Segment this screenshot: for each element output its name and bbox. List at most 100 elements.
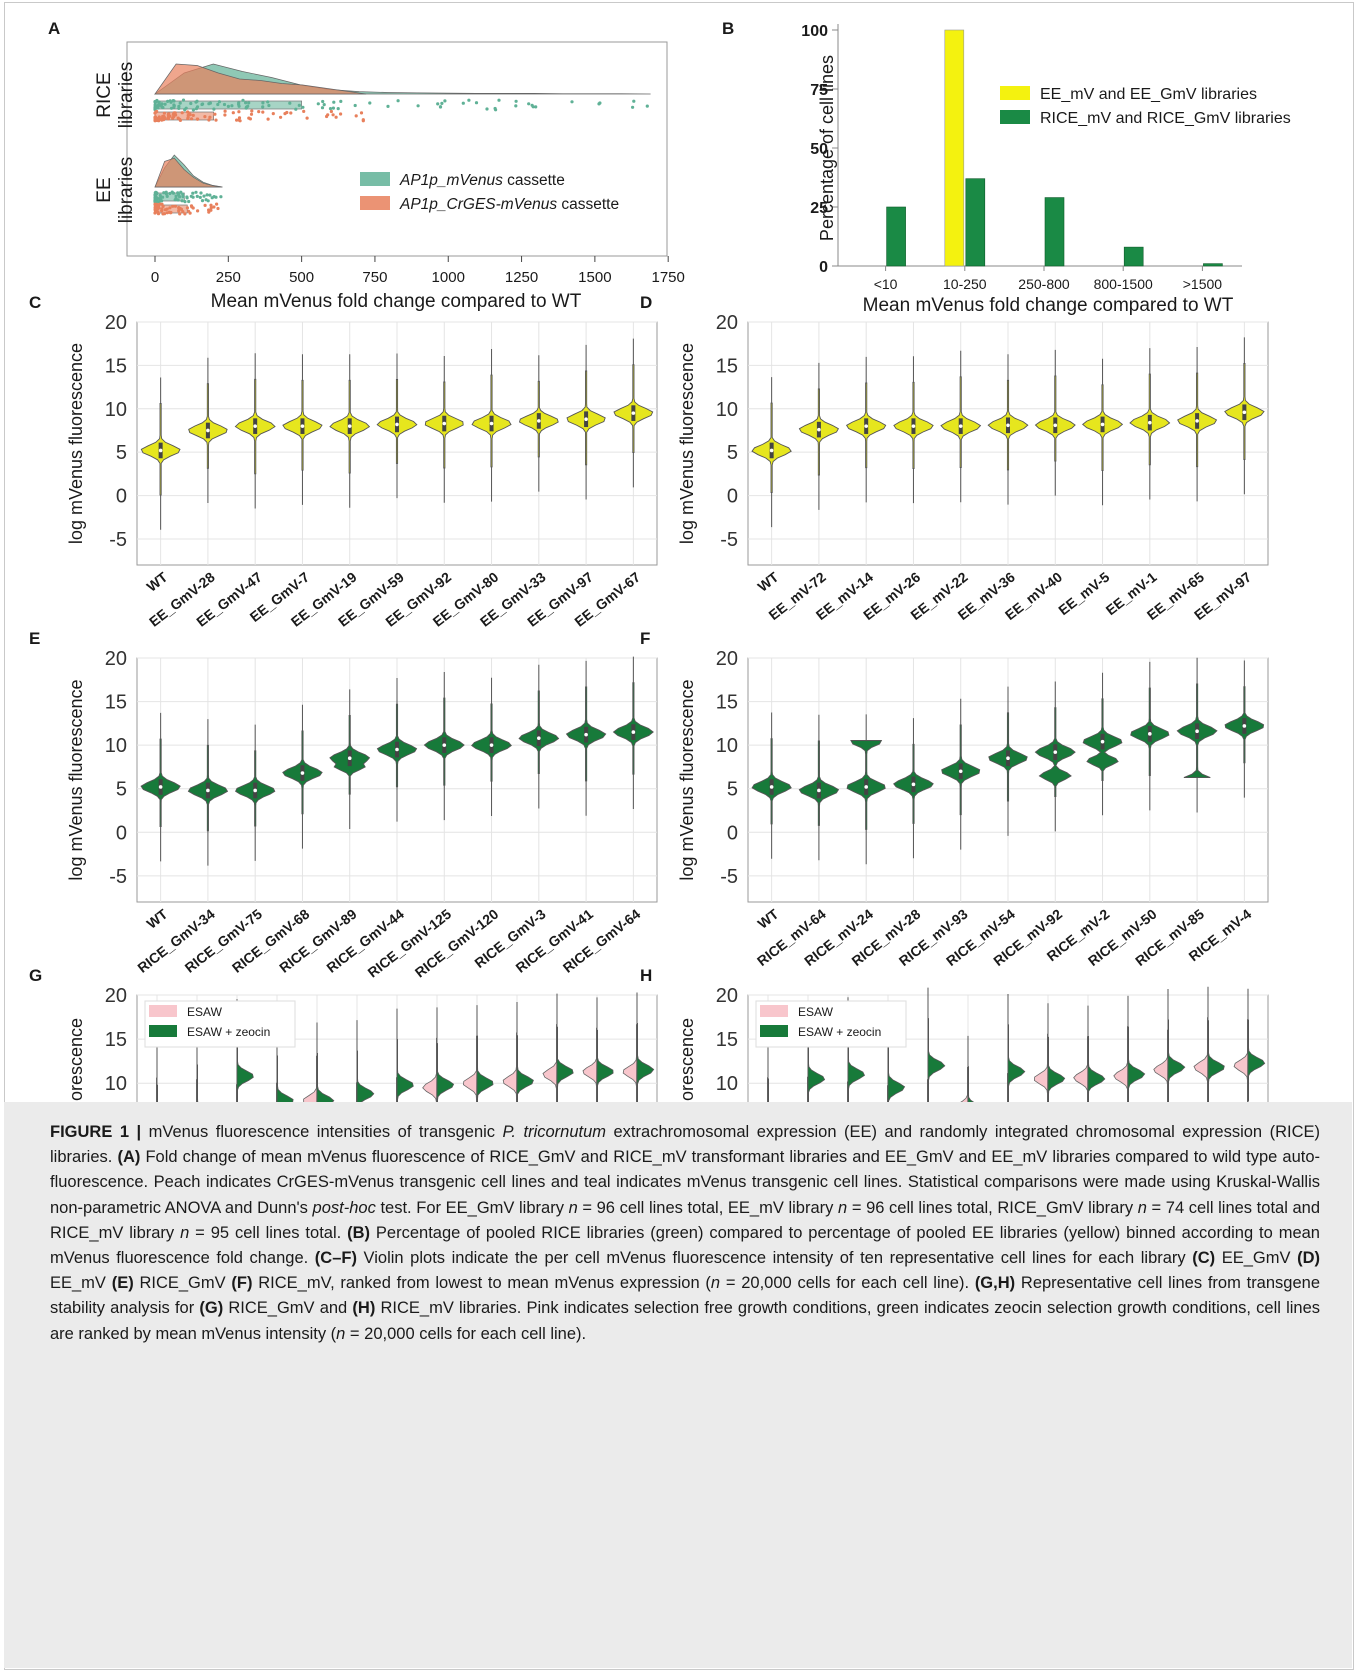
data-point (162, 111, 166, 115)
median-dot (537, 736, 541, 740)
x-tick-label: 750 (362, 269, 387, 286)
data-point (157, 100, 161, 104)
data-point (201, 102, 205, 106)
data-point (185, 195, 189, 199)
data-point (443, 99, 447, 103)
median-dot (300, 424, 305, 428)
data-point (230, 104, 234, 108)
x-axis-label: Mean mVenus fold change compared to WT (863, 295, 1234, 316)
x-tick-label: 1000 (432, 269, 465, 286)
violin-esaw-zeocin (1207, 1020, 1225, 1102)
y-tick-label: 10 (716, 1073, 738, 1095)
y-tick-label: 15 (716, 355, 738, 377)
data-point (181, 98, 186, 102)
data-point (167, 210, 171, 214)
x-tick-label: <10 (874, 276, 898, 292)
violin-esaw-zeocin (1247, 1019, 1266, 1102)
data-point (187, 199, 191, 204)
data-point (161, 114, 165, 118)
data-point (219, 195, 223, 199)
data-point (164, 190, 168, 194)
bar-rice (1123, 246, 1144, 267)
median-dot (1148, 732, 1152, 736)
median-dot (1053, 423, 1058, 428)
panel-letter: A (48, 19, 60, 38)
data-point (461, 101, 465, 105)
median-dot (817, 788, 821, 793)
violin-esaw-zeocin (396, 1039, 414, 1102)
data-point (181, 192, 185, 196)
violin-esaw (303, 1055, 318, 1102)
data-point (361, 119, 365, 123)
data-point (177, 192, 181, 197)
data-point (153, 117, 158, 121)
caption-text: test. For EE_GmV library (375, 1198, 569, 1217)
data-point (156, 106, 160, 110)
violin-esaw (582, 1027, 598, 1102)
data-point (195, 194, 199, 198)
data-point (244, 106, 248, 110)
data-point (497, 98, 501, 102)
median-dot (1242, 410, 1247, 415)
data-point (531, 105, 535, 109)
data-point (223, 109, 227, 113)
data-point (189, 101, 193, 106)
data-point (328, 107, 333, 111)
violin-esaw-zeocin (847, 1027, 866, 1102)
median-dot (1195, 419, 1199, 423)
legend-label: EE_mV and EE_GmV libraries (1040, 86, 1257, 103)
y-axis-label: log mVenus fluorescence (66, 343, 86, 544)
data-point (223, 113, 227, 117)
data-point (183, 212, 187, 216)
data-point (336, 107, 340, 111)
data-point (249, 112, 254, 116)
data-point (279, 115, 283, 119)
violin-esaw-zeocin (556, 1026, 574, 1102)
data-point (154, 191, 159, 195)
data-point (191, 191, 195, 195)
data-point (359, 111, 364, 115)
panel-letter: D (640, 293, 652, 312)
legend-swatch (360, 196, 390, 210)
data-point (177, 104, 181, 108)
caption-species: P. tricornutum (502, 1123, 607, 1141)
legend-label-rest: cassette (503, 172, 565, 189)
legend-label: ESAW + zeocin (798, 1025, 881, 1039)
legend-label: ESAW (798, 1005, 834, 1019)
data-point (271, 112, 275, 116)
data-point (474, 101, 479, 105)
y-tick-label: 10 (105, 735, 127, 757)
data-point (185, 206, 189, 210)
caption-panel-ref: (F) (231, 1274, 253, 1293)
caption-text: = 96 cell lines total, EE_mV library (577, 1198, 839, 1217)
data-point (153, 196, 157, 200)
violin-esaw-zeocin (1087, 1036, 1106, 1102)
legend-label: RICE_mV and RICE_GmV libraries (1040, 110, 1291, 127)
data-point (207, 102, 211, 106)
data-point (165, 194, 169, 198)
violin-esaw (502, 1032, 518, 1102)
caption-panel-ref: (E) (111, 1274, 134, 1293)
data-point (203, 203, 207, 207)
data-point (162, 191, 166, 195)
data-point (154, 203, 158, 207)
median-dot (958, 424, 963, 428)
caption-label: FIGURE 1 | (50, 1123, 142, 1141)
y-tick-label: 20 (105, 985, 127, 1007)
data-point (321, 99, 325, 104)
data-point (186, 113, 190, 117)
median-dot (1100, 739, 1105, 744)
data-point (212, 205, 216, 209)
caption-text: = 20,000 cells for each cell line). (720, 1274, 975, 1293)
legend-label: AP1p_mVenus cassette (399, 172, 565, 189)
data-point (208, 115, 212, 119)
data-point (238, 119, 242, 123)
data-point (216, 206, 220, 211)
panel-letter: E (29, 629, 40, 648)
data-point (250, 109, 254, 113)
data-point (183, 108, 187, 112)
legend-swatch (149, 1005, 177, 1017)
violin-esaw-zeocin (967, 1066, 975, 1102)
data-point (156, 204, 160, 208)
y-tick-label: 0 (727, 486, 738, 508)
